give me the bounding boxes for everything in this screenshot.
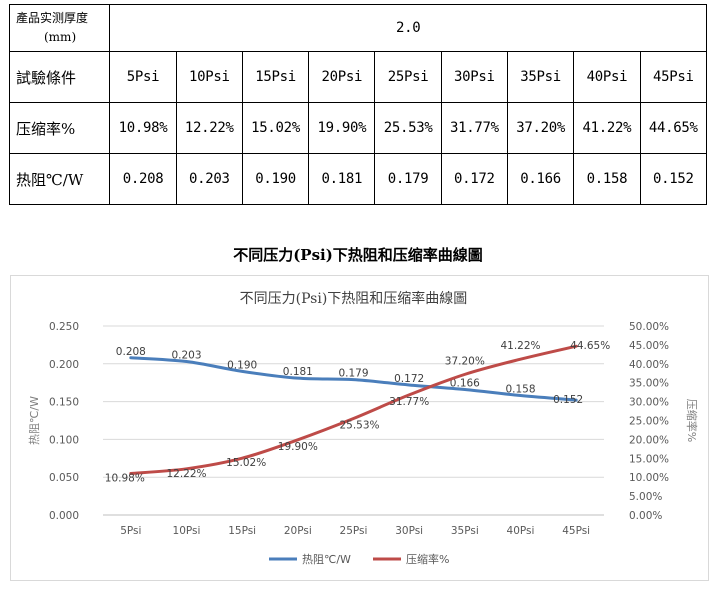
data-label: 44.65% xyxy=(570,340,610,352)
data-label: 0.166 xyxy=(450,378,480,390)
y2-tick-label: 35.00% xyxy=(629,378,669,390)
chart-heading: 不同压力(Psi)下热阻和压缩率曲線圖 xyxy=(233,246,483,264)
table-cell: 0.166 xyxy=(506,153,575,205)
y-tick-label: 0.200 xyxy=(49,359,79,371)
data-label: 0.208 xyxy=(116,346,146,358)
table-cell: 0.152 xyxy=(639,153,708,205)
data-label: 12.22% xyxy=(166,468,206,480)
x-tick-label: 25Psi xyxy=(340,525,368,537)
y2-tick-label: 40.00% xyxy=(629,359,669,371)
table-cell: 15Psi xyxy=(241,51,310,103)
data-label: 0.179 xyxy=(338,368,368,380)
table-cell: 10Psi xyxy=(175,51,243,103)
y2-tick-label: 45.00% xyxy=(629,340,669,352)
table-cell: 5Psi xyxy=(109,51,177,103)
series-line-thermal-resistance xyxy=(129,356,578,402)
chart-title: 不同压力(Psi)下热阻和压缩率曲線圖 xyxy=(240,290,468,307)
spec-table: 產品实测厚度 (mm) 2.0 試驗條件 5Psi 10Psi 15Psi 20… xyxy=(8,4,708,205)
y-tick-label: 0.000 xyxy=(49,510,79,522)
row-label: 試驗條件 xyxy=(8,51,111,103)
table-cell: 0.179 xyxy=(374,153,442,205)
table-cell: 35Psi xyxy=(506,51,575,103)
y2-axis-title: 压缩率% xyxy=(685,399,699,442)
table-cell: 25.53% xyxy=(374,102,442,154)
x-tick-label: 35Psi xyxy=(451,525,479,537)
x-tick-label: 20Psi xyxy=(284,525,312,537)
x-tick-label: 40Psi xyxy=(507,525,535,537)
x-tick-label: 45Psi xyxy=(562,525,590,537)
series-line-compression xyxy=(129,344,578,475)
data-label: 31.77% xyxy=(389,396,429,408)
y2-tick-label: 50.00% xyxy=(629,321,669,333)
table-cell: 30Psi xyxy=(440,51,509,103)
data-label: 10.98% xyxy=(105,472,145,484)
thickness-label-line1: 產品实测厚度 xyxy=(16,11,89,25)
table-cell: 0.203 xyxy=(175,153,243,205)
data-label: 37.20% xyxy=(445,355,485,367)
line-chart: 不同压力(Psi)下热阻和压缩率曲線圖 0.000 0.050 0.100 0.150 0… xyxy=(28,290,699,566)
table-cell: 0.158 xyxy=(573,153,641,205)
x-tick-label: 30Psi xyxy=(395,525,423,537)
legend-label: 热阻℃/W xyxy=(302,553,351,566)
table-cell: 41.22% xyxy=(573,102,641,154)
y2-tick-label: 10.00% xyxy=(629,472,669,484)
table-cell: 45Psi xyxy=(639,51,708,103)
data-label: 0.172 xyxy=(394,373,424,385)
y-tick-label: 0.100 xyxy=(49,434,79,446)
table-cell: 0.190 xyxy=(241,153,310,205)
thickness-label: 產品实测厚度 (mm) xyxy=(8,4,111,52)
table-cell: 0.181 xyxy=(308,153,376,205)
y-tick-label: 0.050 xyxy=(49,472,79,484)
table-cell: 19.90% xyxy=(308,102,376,154)
table-cell: 10.98% xyxy=(109,102,177,154)
y2-tick-label: 5.00% xyxy=(629,491,662,503)
x-tick-label: 15Psi xyxy=(228,525,256,537)
data-label: 41.22% xyxy=(500,340,540,352)
y-tick-label: 0.150 xyxy=(49,397,79,409)
y2-tick-label: 15.00% xyxy=(629,453,669,465)
table-cell: 20Psi xyxy=(308,51,376,103)
thickness-label-unit: (mm) xyxy=(44,30,77,44)
data-label: 0.181 xyxy=(283,366,313,378)
table-cell: 12.22% xyxy=(175,102,243,154)
y2-tick-label: 0.00% xyxy=(629,510,662,522)
x-tick-label: 5Psi xyxy=(120,525,141,537)
table-cell: 31.77% xyxy=(440,102,509,154)
thickness-row: 產品实测厚度 (mm) 2.0 xyxy=(8,4,707,52)
data-label: 0.158 xyxy=(505,384,535,396)
thermal-resistance-row: 热阻℃/W 0.208 0.203 0.190 0.181 0.179 0.17… xyxy=(8,153,708,205)
chart-area: 不同压力(Psi)下热阻和压缩率曲線圖 0.000 0.050 0.100 0.150 0… xyxy=(10,275,709,581)
data-label: 15.02% xyxy=(226,457,266,469)
table-cell: 37.20% xyxy=(506,102,575,154)
y-axis-title: 热阻℃/W xyxy=(28,396,41,445)
y-tick-label: 0.250 xyxy=(49,321,79,333)
table-cell: 0.208 xyxy=(109,153,177,205)
data-label: 19.90% xyxy=(278,441,318,453)
table-cell: 44.65% xyxy=(639,102,708,154)
row-label: 热阻℃/W xyxy=(8,153,111,205)
data-label: 25.53% xyxy=(339,419,379,431)
table-cell: 0.172 xyxy=(440,153,509,205)
data-label: 0.203 xyxy=(171,350,201,362)
y2-tick-label: 30.00% xyxy=(629,397,669,409)
y2-tick-label: 20.00% xyxy=(629,434,669,446)
legend-label: 压缩率% xyxy=(406,552,449,566)
thickness-value: 2.0 xyxy=(109,4,707,52)
test-condition-row: 試驗條件 5Psi 10Psi 15Psi 20Psi 25Psi 30Psi … xyxy=(8,51,708,103)
x-tick-label: 10Psi xyxy=(173,525,201,537)
table-cell: 40Psi xyxy=(573,51,641,103)
y2-tick-label: 25.00% xyxy=(629,416,669,428)
table-cell: 15.02% xyxy=(241,102,310,154)
row-label: 压缩率% xyxy=(8,102,111,154)
table-cell: 25Psi xyxy=(374,51,442,103)
data-label: 0.190 xyxy=(227,359,257,371)
compression-row: 压缩率% 10.98% 12.22% 15.02% 19.90% 25.53% … xyxy=(8,102,708,154)
data-label: 0.152 xyxy=(553,394,583,406)
